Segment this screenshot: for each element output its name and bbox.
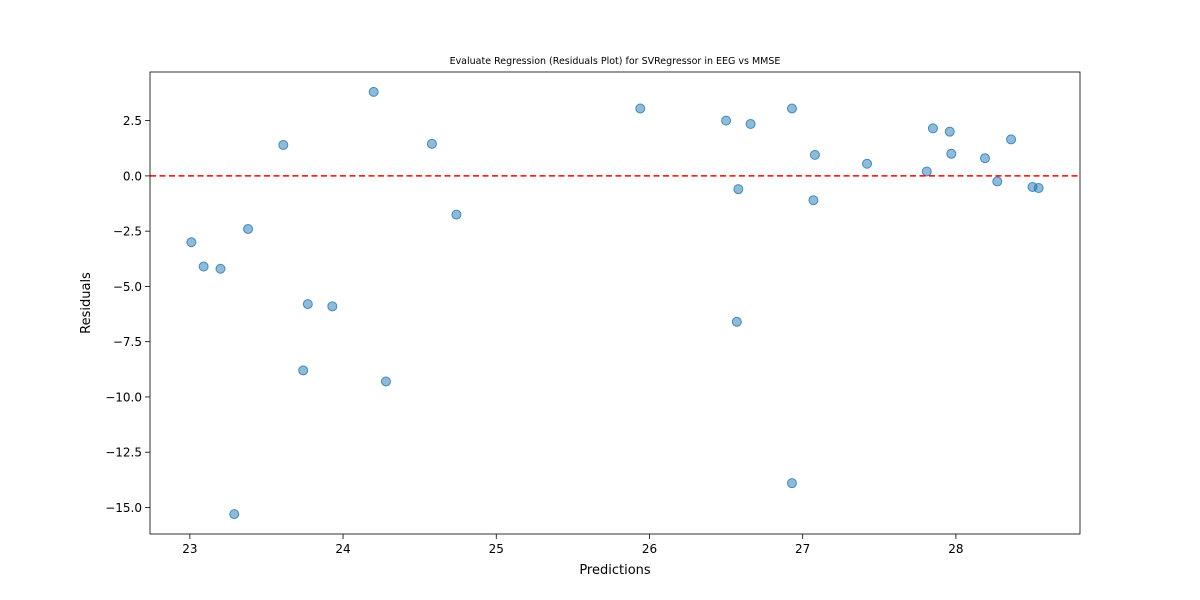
data-point	[298, 365, 309, 376]
scatter-points	[186, 86, 1044, 520]
y-axis: 2.5 0.0 −2.5 −5.0 −7.5 −10.0 −12.5 −15.0	[105, 114, 150, 515]
y-tick-label: −7.5	[113, 335, 142, 349]
data-point	[921, 166, 932, 177]
y-tick-label: −12.5	[105, 446, 142, 460]
x-axis-label: Predictions	[579, 563, 651, 578]
data-point	[786, 478, 797, 489]
data-point	[992, 176, 1003, 187]
data-point	[733, 184, 744, 195]
data-point	[215, 263, 226, 274]
y-tick-label: 2.5	[123, 114, 142, 128]
data-point	[745, 118, 756, 129]
data-point	[1006, 134, 1017, 145]
x-axis: 23 24 25 26 27 28	[182, 534, 964, 556]
data-point	[980, 153, 991, 164]
x-tick-label: 26	[642, 542, 657, 556]
data-point	[721, 115, 732, 126]
x-tick-label: 23	[182, 542, 197, 556]
data-point	[786, 103, 797, 114]
data-point	[944, 126, 955, 137]
data-point	[946, 148, 957, 159]
data-point	[927, 123, 938, 134]
data-point	[731, 316, 742, 327]
data-point	[186, 237, 197, 248]
data-point	[635, 103, 646, 114]
x-tick-label: 28	[948, 542, 963, 556]
data-point	[327, 301, 338, 312]
data-point	[426, 138, 437, 149]
y-tick-label: −10.0	[105, 390, 142, 404]
x-tick-label: 27	[795, 542, 810, 556]
data-point	[1033, 183, 1044, 194]
data-point	[809, 149, 820, 160]
data-point	[302, 299, 313, 310]
x-tick-label: 25	[489, 542, 504, 556]
plot-frame	[149, 71, 1081, 535]
plot-area	[149, 71, 1081, 535]
data-point	[278, 139, 289, 150]
data-point	[451, 209, 462, 220]
data-point	[368, 86, 379, 97]
y-axis-label: Residuals	[79, 272, 94, 334]
y-tick-label: 0.0	[123, 169, 142, 183]
data-point	[862, 158, 873, 169]
data-point	[808, 195, 819, 206]
data-point	[198, 261, 209, 272]
data-point	[380, 376, 391, 387]
y-tick-label: −2.5	[113, 225, 142, 239]
chart-title: Evaluate Regression (Residuals Plot) for…	[450, 56, 781, 67]
x-tick-label: 24	[335, 542, 350, 556]
plot-background	[150, 72, 1080, 534]
data-point	[243, 223, 254, 234]
y-tick-label: −15.0	[105, 501, 142, 515]
data-point	[229, 509, 240, 520]
y-tick-label: −5.0	[113, 280, 142, 294]
